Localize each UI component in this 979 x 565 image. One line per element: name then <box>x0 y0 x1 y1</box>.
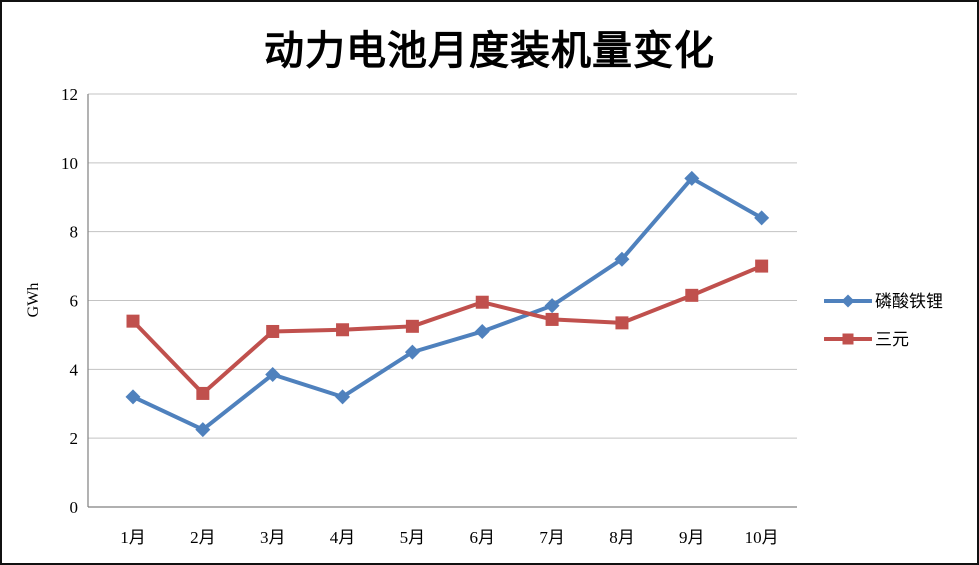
series-line-1 <box>131 264 764 396</box>
legend-sample-svg <box>823 294 873 307</box>
legend-item-lfp: 磷酸铁锂 <box>823 287 943 312</box>
data-point-0-7 <box>544 298 560 314</box>
x-tick-label-5: 5月 <box>400 528 426 547</box>
data-point-0-1 <box>125 389 141 405</box>
x-tick-label-6: 6月 <box>470 528 496 547</box>
data-point-1-10 <box>755 259 769 273</box>
legend: 磷酸铁锂 三元 <box>823 287 943 350</box>
data-point-0-8 <box>614 251 630 267</box>
data-point-0-5 <box>404 344 420 360</box>
legend-label-ternary: 三元 <box>875 330 909 349</box>
x-tick-label-1: 1月 <box>120 528 146 547</box>
lfp-line-marker-icon <box>823 293 873 307</box>
y-tick-label-10: 10 <box>61 154 78 173</box>
ternary-line-marker-icon <box>823 331 873 345</box>
x-tick-label-7: 7月 <box>539 528 565 547</box>
y-axis-title: GWh <box>25 283 42 318</box>
data-point-0-3 <box>265 366 281 382</box>
y-tick-label-8: 8 <box>70 223 79 242</box>
data-point-0-9 <box>684 170 700 186</box>
y-tick-label-12: 12 <box>61 85 78 104</box>
data-point-1-5 <box>405 319 419 333</box>
data-point-0-2 <box>195 422 211 438</box>
data-point-1-8 <box>615 316 629 330</box>
y-tick-label-2: 2 <box>70 429 79 448</box>
data-point-0-6 <box>474 323 490 339</box>
x-tick-label-8: 8月 <box>609 528 635 547</box>
data-point-1-2 <box>196 386 210 400</box>
x-tick-label-3: 3月 <box>260 528 286 547</box>
data-point-1-1 <box>126 314 140 328</box>
y-tick-label-0: 0 <box>70 498 79 517</box>
series-line-0 <box>131 176 764 432</box>
legend-sample-svg <box>823 333 873 344</box>
chart-title: 动力电池月度装机量变化 <box>264 28 715 73</box>
y-tick-label-6: 6 <box>70 292 79 311</box>
legend-item-ternary: 三元 <box>823 325 943 350</box>
data-point-0-4 <box>335 389 351 405</box>
data-point-1-7 <box>545 312 559 326</box>
data-point-1-6 <box>475 295 489 309</box>
x-tick-label-2: 2月 <box>190 528 216 547</box>
data-point-0-10 <box>754 210 770 226</box>
data-point-1-9 <box>685 288 699 302</box>
legend-label-lfp: 磷酸铁锂 <box>875 292 943 311</box>
y-tick-label-4: 4 <box>70 360 79 379</box>
x-tick-label-4: 4月 <box>330 528 356 547</box>
x-tick-label-10: 10月 <box>745 528 779 547</box>
x-tick-label-9: 9月 <box>679 528 705 547</box>
legend-sample-marker <box>842 333 854 344</box>
data-point-1-3 <box>266 324 280 338</box>
data-point-1-4 <box>336 323 350 337</box>
legend-sample-marker <box>841 294 855 307</box>
